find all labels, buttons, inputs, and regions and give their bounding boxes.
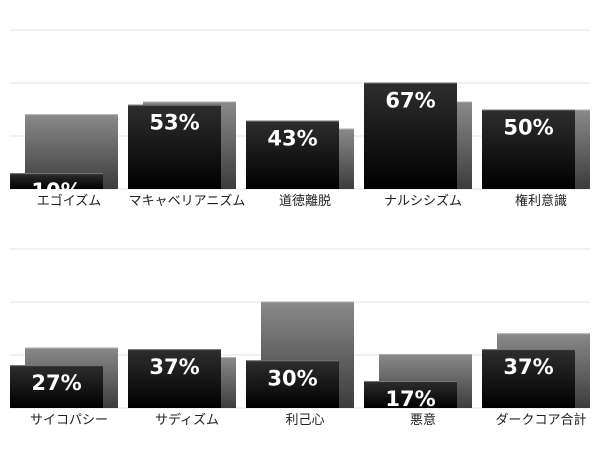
data-label: 67% [385, 88, 435, 112]
bar-dark [128, 104, 221, 189]
category-label: サディズム [155, 412, 219, 428]
data-label: 53% [149, 111, 199, 135]
data-label: 43% [267, 127, 317, 151]
category-label: 利己心 [285, 413, 324, 428]
data-label: 17% [385, 387, 435, 411]
data-label: 10% [31, 179, 81, 203]
data-label: 50% [503, 116, 553, 140]
data-label: 37% [149, 355, 199, 379]
bar-dark [10, 365, 103, 408]
category-label: 悪意 [410, 412, 436, 428]
bar-dark [246, 120, 339, 189]
data-label: 37% [503, 355, 553, 379]
bar-dark [482, 349, 575, 408]
data-label: 30% [267, 366, 317, 390]
category-label: ナルシシズム [384, 193, 462, 209]
bar-dark [482, 109, 575, 189]
bar-dark [364, 380, 457, 408]
category-label: サイコパシー [30, 413, 108, 428]
bar-dark [246, 360, 339, 408]
bar-dark [128, 349, 221, 408]
category-label: ダークコア合計 [495, 412, 586, 428]
bar-dark [364, 82, 457, 189]
category-label: エゴイズム [37, 193, 102, 209]
category-label: 道徳離脱 [279, 194, 331, 209]
category-label: マキャベリアニズム [129, 193, 246, 209]
data-label: 27% [31, 371, 81, 395]
category-label: 権利意識 [515, 193, 567, 209]
bar-dark [10, 173, 103, 189]
